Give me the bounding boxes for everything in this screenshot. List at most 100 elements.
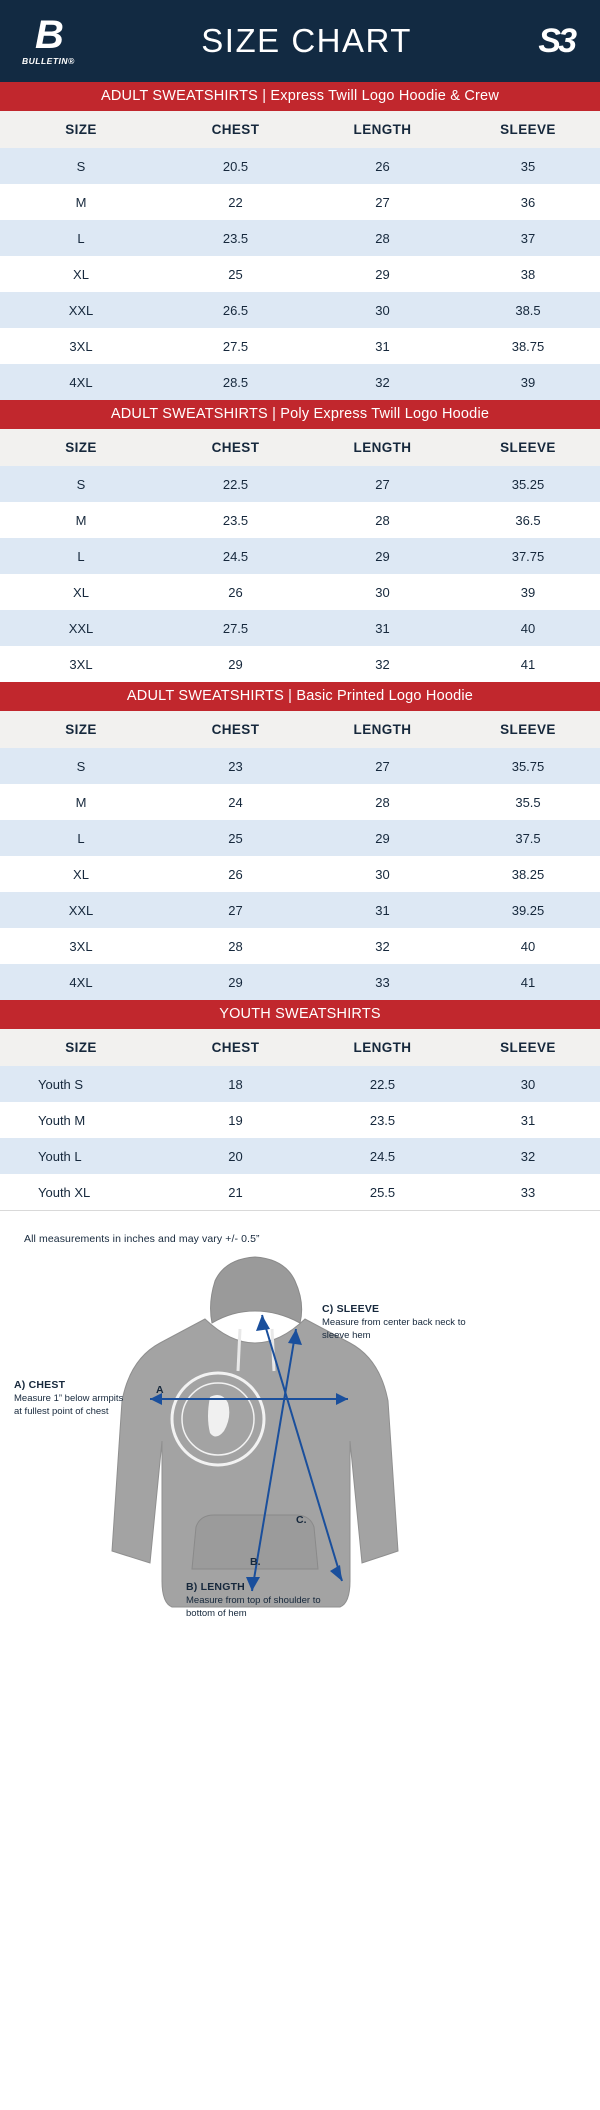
table-row: 3XL 28 32 40: [0, 928, 600, 964]
column-header-sleeve: SLEEVE: [456, 111, 600, 148]
cell-sleeve: 30: [456, 1066, 600, 1102]
cell-size: 4XL: [0, 964, 162, 1000]
table-row: L 25 29 37.5: [0, 820, 600, 856]
cell-size: L: [0, 538, 162, 574]
marker-b: B.: [250, 1556, 261, 1568]
column-header-length: LENGTH: [309, 111, 456, 148]
cell-length: 32: [309, 928, 456, 964]
column-header-sleeve: SLEEVE: [456, 1029, 600, 1066]
cell-length: 25.5: [309, 1174, 456, 1210]
column-header-chest: CHEST: [162, 429, 309, 466]
cell-chest: 25: [162, 820, 309, 856]
column-header-length: LENGTH: [309, 711, 456, 748]
cell-length: 32: [309, 646, 456, 682]
cell-length: 27: [309, 748, 456, 784]
cell-sleeve: 35.5: [456, 784, 600, 820]
cell-length: 26: [309, 148, 456, 184]
annotation-chest-title: A) CHEST: [14, 1379, 66, 1391]
annotation-length-body: Measure from top of shoulder to bottom o…: [186, 1595, 321, 1619]
cell-sleeve: 39: [456, 574, 600, 610]
cell-sleeve: 35.25: [456, 466, 600, 502]
cell-chest: 24.5: [162, 538, 309, 574]
table-row: XL 25 29 38: [0, 256, 600, 292]
section-heading: ADULT SWEATSHIRTS | Express Twill Logo H…: [0, 82, 600, 111]
cell-size: M: [0, 502, 162, 538]
column-header-chest: CHEST: [162, 711, 309, 748]
section-heading: YOUTH SWEATSHIRTS: [0, 1000, 600, 1029]
column-header-sleeve: SLEEVE: [456, 429, 600, 466]
cell-sleeve: 38: [456, 256, 600, 292]
cell-size: Youth M: [0, 1102, 162, 1138]
cell-size: 3XL: [0, 928, 162, 964]
cell-sleeve: 35.75: [456, 748, 600, 784]
cell-size: L: [0, 220, 162, 256]
table-header-row: SIZE CHEST LENGTH SLEEVE: [0, 1029, 600, 1066]
bulletin-wordmark: BULLETIN®: [22, 55, 75, 66]
cell-sleeve: 38.25: [456, 856, 600, 892]
table-row: XL 26 30 39: [0, 574, 600, 610]
hoodie-body-shape: [111, 1318, 399, 1608]
table-row: XXL 27 31 39.25: [0, 892, 600, 928]
table-row: 3XL 29 32 41: [0, 646, 600, 682]
chest-print-inner: [181, 1382, 255, 1456]
hood-shape: [210, 1256, 303, 1324]
bulletin-logo: B BULLETIN®: [22, 15, 75, 66]
cell-chest: 26: [162, 856, 309, 892]
marker-c: C.: [296, 1514, 307, 1526]
table-row: S 20.5 26 35: [0, 148, 600, 184]
cell-chest: 26: [162, 574, 309, 610]
cell-size: M: [0, 184, 162, 220]
cell-sleeve: 39: [456, 364, 600, 400]
table-row: M 23.5 28 36.5: [0, 502, 600, 538]
size-table: SIZE CHEST LENGTH SLEEVE S 23 27 35.75 M 24 28 35.5…: [0, 711, 600, 1000]
cell-size: XXL: [0, 292, 162, 328]
cell-sleeve: 40: [456, 928, 600, 964]
section-heading: ADULT SWEATSHIRTS | Basic Printed Logo H…: [0, 682, 600, 711]
table-row: XL 26 30 38.25: [0, 856, 600, 892]
cell-chest: 25: [162, 256, 309, 292]
cell-length: 29: [309, 256, 456, 292]
cell-sleeve: 36: [456, 184, 600, 220]
cell-chest: 28.5: [162, 364, 309, 400]
cell-sleeve: 36.5: [456, 502, 600, 538]
annotation-sleeve-title: C) SLEEVE: [322, 1303, 380, 1315]
size-table: SIZE CHEST LENGTH SLEEVE Youth S 18 22.5 30 Yout…: [0, 1029, 600, 1210]
column-header-chest: CHEST: [162, 1029, 309, 1066]
cell-length: 24.5: [309, 1138, 456, 1174]
cell-chest: 20: [162, 1138, 309, 1174]
sleeve-measure-line: [261, 1314, 343, 1582]
cell-sleeve: 32: [456, 1138, 600, 1174]
table-row: Youth L 20 24.5 32: [0, 1138, 600, 1174]
table-header-row: SIZE CHEST LENGTH SLEEVE: [0, 429, 600, 466]
cell-length: 31: [309, 610, 456, 646]
cell-sleeve: 41: [456, 646, 600, 682]
page-title: SIZE CHART: [201, 22, 412, 59]
cell-length: 29: [309, 820, 456, 856]
cell-chest: 24: [162, 784, 309, 820]
footnote-container: All measurements in inches and may vary …: [0, 1210, 600, 1245]
table-row: XXL 26.5 30 38.5: [0, 292, 600, 328]
length-arrow-top: [288, 1329, 302, 1345]
cell-chest: 22.5: [162, 466, 309, 502]
cell-length: 27: [309, 184, 456, 220]
cell-chest: 29: [162, 964, 309, 1000]
sleeve-arrow-top: [256, 1315, 270, 1331]
cell-chest: 18: [162, 1066, 309, 1102]
sleeve-arrow-bottom: [330, 1565, 342, 1581]
cell-size: L: [0, 820, 162, 856]
cell-sleeve: 41: [456, 964, 600, 1000]
cell-chest: 19: [162, 1102, 309, 1138]
column-header-size: SIZE: [0, 111, 162, 148]
annotation-length-title: B) LENGTH: [186, 1581, 245, 1593]
table-row: M 24 28 35.5: [0, 784, 600, 820]
size-table: SIZE CHEST LENGTH SLEEVE S 20.5 26 35 M 22 27 36 L 23…: [0, 111, 600, 400]
cell-chest: 27.5: [162, 328, 309, 364]
cell-length: 29: [309, 538, 456, 574]
cell-length: 28: [309, 784, 456, 820]
cell-sleeve: 31: [456, 1102, 600, 1138]
cell-size: S: [0, 148, 162, 184]
column-header-size: SIZE: [0, 1029, 162, 1066]
section-heading: ADULT SWEATSHIRTS | Poly Express Twill L…: [0, 400, 600, 429]
cell-sleeve: 38.5: [456, 292, 600, 328]
cell-length: 30: [309, 856, 456, 892]
